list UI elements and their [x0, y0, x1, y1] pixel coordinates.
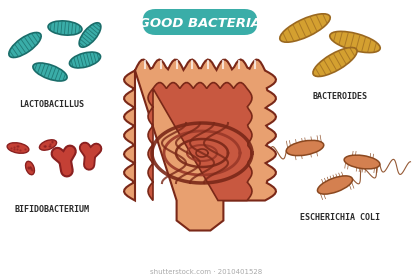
Text: shutterstock.com · 2010401528: shutterstock.com · 2010401528 — [150, 269, 262, 275]
FancyBboxPatch shape — [143, 9, 258, 35]
Text: GOOD BACTERIA: GOOD BACTERIA — [139, 17, 261, 29]
Ellipse shape — [280, 14, 330, 42]
Ellipse shape — [79, 23, 101, 47]
Polygon shape — [148, 83, 252, 200]
Ellipse shape — [330, 31, 380, 53]
Ellipse shape — [318, 176, 353, 194]
Ellipse shape — [344, 155, 380, 169]
Ellipse shape — [286, 140, 324, 156]
Ellipse shape — [9, 32, 41, 57]
Ellipse shape — [313, 48, 357, 76]
Ellipse shape — [40, 140, 56, 150]
Text: BIFIDOBACTERIUM: BIFIDOBACTERIUM — [14, 205, 89, 214]
Ellipse shape — [48, 21, 82, 35]
Ellipse shape — [7, 143, 29, 153]
Ellipse shape — [33, 63, 67, 81]
Text: LACTOBACILLUS: LACTOBACILLUS — [19, 100, 84, 109]
Polygon shape — [124, 60, 276, 230]
Text: BACTEROIDES: BACTEROIDES — [312, 92, 368, 101]
Ellipse shape — [26, 161, 35, 175]
Text: ESCHERICHIA COLI: ESCHERICHIA COLI — [300, 213, 380, 222]
Ellipse shape — [70, 52, 101, 68]
